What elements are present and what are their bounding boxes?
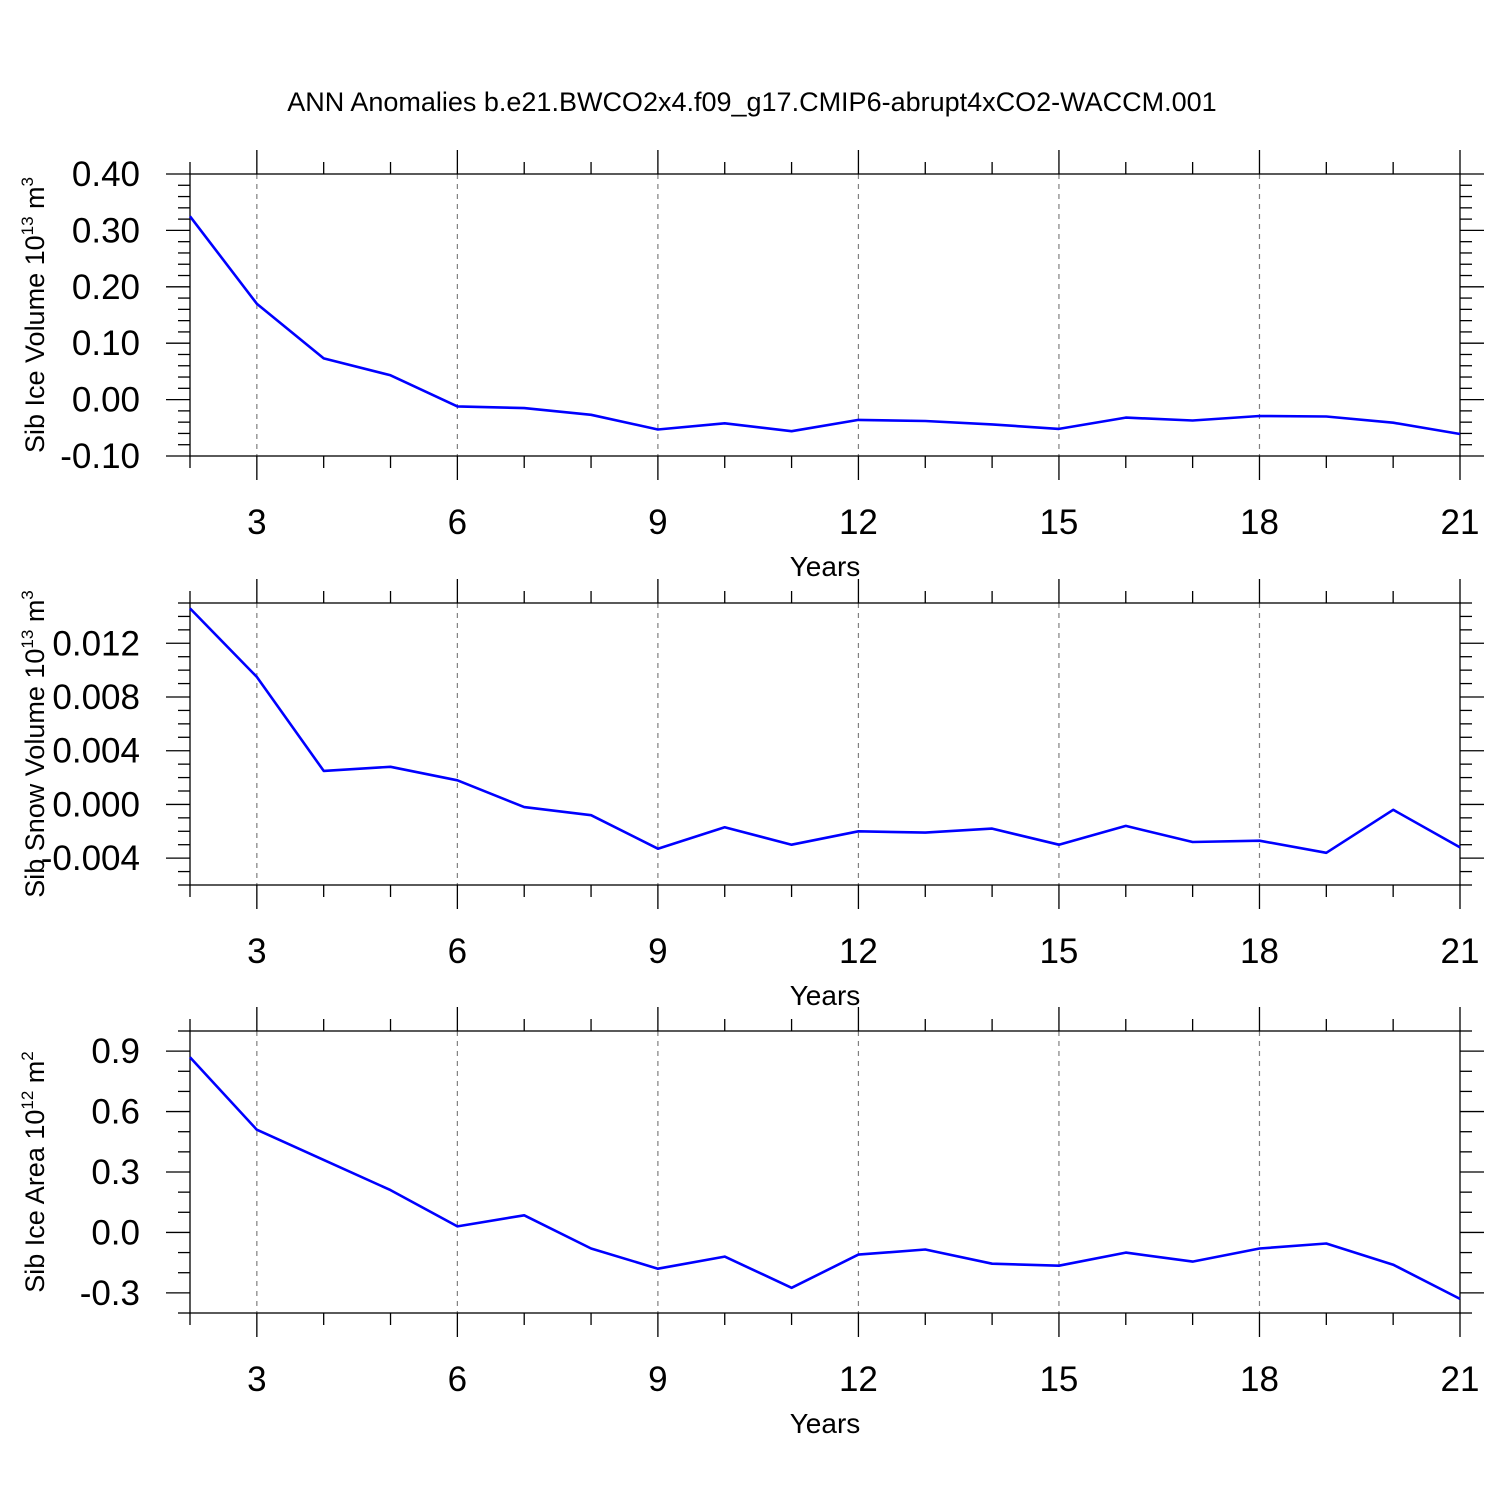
x-tick-label: 9: [648, 932, 667, 971]
x-axis-title: Years: [790, 980, 861, 1011]
x-tick-label: 18: [1240, 503, 1279, 542]
x-tick-label: 6: [448, 932, 467, 971]
y-tick-label: -0.10: [60, 437, 140, 476]
y-axis-title: Sib Ice Area 1012 m2: [18, 1051, 50, 1293]
x-tick-label: 6: [448, 1360, 467, 1399]
x-tick-label: 21: [1441, 503, 1480, 542]
x-tick-label: 15: [1039, 932, 1078, 971]
y-tick-label: 0.9: [91, 1032, 140, 1071]
y-tick-label: 0.008: [52, 678, 140, 717]
panel-2: -0.004 0.000 0.004 0.008 0.012 3 6 9 12 15 18 21 Yea…: [18, 579, 1484, 1011]
x-tick-label: 12: [839, 932, 878, 971]
series-line: [189, 607, 1461, 855]
x-axis-title: Years: [790, 1408, 861, 1439]
y-tick-label: -0.3: [80, 1274, 140, 1313]
plot-frame: [189, 602, 1461, 886]
y-tick-label: 0.00: [72, 381, 140, 420]
x-tick-label: 6: [448, 503, 467, 542]
x-tick-label: 3: [247, 932, 266, 971]
x-axis-title: Years: [790, 551, 861, 582]
x-tick-label: 3: [247, 1360, 266, 1399]
x-tick-label: 15: [1039, 1360, 1078, 1399]
y-tick-label: 0.012: [52, 624, 140, 663]
y-tick-label: 0.30: [72, 211, 140, 250]
x-tick-label: 12: [839, 1360, 878, 1399]
series-line: [189, 1056, 1461, 1301]
x-tick-label: 9: [648, 503, 667, 542]
x-tick-label: 21: [1441, 932, 1480, 971]
y-tick-label: 0.004: [52, 732, 140, 771]
y-axis-title: Sib Snow Volume 1013 m3: [18, 590, 50, 898]
panels: -0.10 0.00 0.10 0.20 0.30 0.40 3 6 9 12 15 18 21 Year…: [18, 150, 1484, 1439]
x-tick-label: 15: [1039, 503, 1078, 542]
x-tick-label: 18: [1240, 1360, 1279, 1399]
x-tick-label: 18: [1240, 932, 1279, 971]
x-tick-label: 12: [839, 503, 878, 542]
series-line: [188, 215, 1461, 436]
panel-1: -0.10 0.00 0.10 0.20 0.30 0.40 3 6 9 12 15 18 21 Year…: [18, 150, 1484, 582]
x-tick-label: 21: [1441, 1360, 1480, 1399]
y-tick-label: 0.0: [91, 1213, 140, 1252]
y-tick-label: 0.40: [72, 155, 140, 194]
y-tick-label: 0.6: [91, 1093, 140, 1132]
y-axis-title: Sib Ice Volume 1013 m3: [18, 177, 50, 453]
x-tick-label: 3: [247, 503, 266, 542]
figure-title: ANN Anomalies b.e21.BWCO2x4.f09_g17.CMIP…: [287, 87, 1216, 117]
y-tick-label: -0.004: [41, 839, 140, 878]
y-tick-label: 0.20: [72, 268, 140, 307]
x-tick-label: 9: [648, 1360, 667, 1399]
y-tick-label: 0.3: [91, 1153, 140, 1192]
plot-frame: [189, 173, 1461, 457]
panel-3: -0.3 0.0 0.3 0.6 0.9 3 6 9 12 15 18 21 Years Sib Ice …: [18, 1007, 1484, 1439]
y-tick-label: 0.10: [72, 324, 140, 363]
y-tick-label: 0.000: [52, 785, 140, 824]
